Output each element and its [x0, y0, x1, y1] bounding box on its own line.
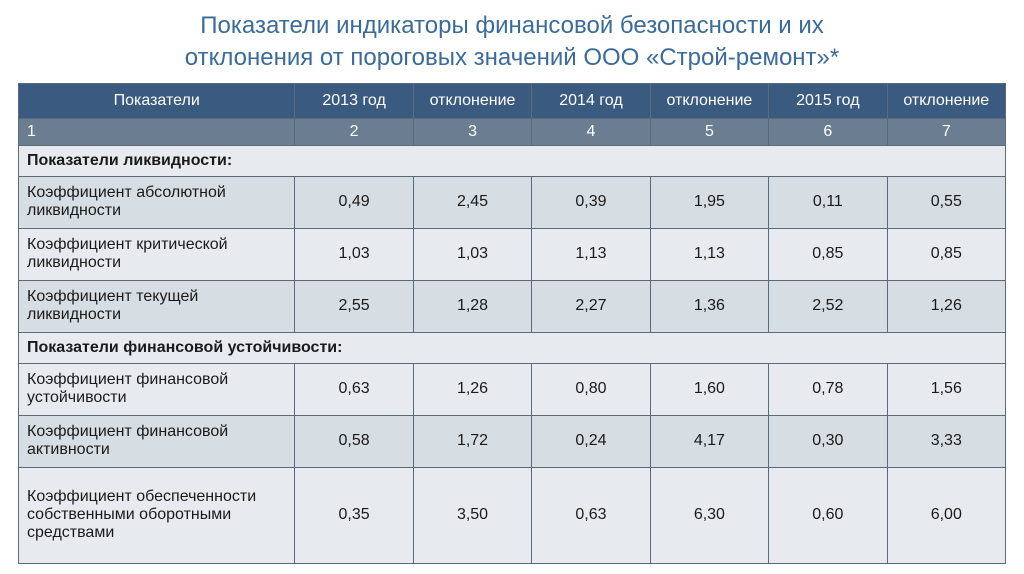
row-label: Коэффициент финансовой устойчивости	[19, 363, 295, 415]
cell: 1,72	[413, 415, 531, 467]
table-row: Коэффициент обеспеченности собственными …	[19, 467, 1006, 563]
table-row: Коэффициент текущей ликвидности 2,55 1,2…	[19, 280, 1006, 332]
section-title: Показатели ликвидности:	[19, 145, 1006, 176]
cell: 4,17	[650, 415, 768, 467]
col-header: Показатели	[19, 83, 295, 118]
col-num: 1	[19, 118, 295, 145]
cell: 1,13	[532, 228, 650, 280]
cell: 3,33	[887, 415, 1005, 467]
cell: 0,30	[769, 415, 887, 467]
cell: 1,03	[295, 228, 413, 280]
col-num: 6	[769, 118, 887, 145]
cell: 2,55	[295, 280, 413, 332]
col-num: 5	[650, 118, 768, 145]
cell: 0,85	[887, 228, 1005, 280]
column-number-row: 1 2 3 4 5 6 7	[19, 118, 1006, 145]
cell: 2,45	[413, 176, 531, 228]
col-header: отклонение	[413, 83, 531, 118]
table-row: Коэффициент финансовой активности 0,58 1…	[19, 415, 1006, 467]
cell: 1,26	[413, 363, 531, 415]
cell: 0,60	[769, 467, 887, 563]
section-header-row: Показатели ликвидности:	[19, 145, 1006, 176]
row-label: Коэффициент абсолютной ликвидности	[19, 176, 295, 228]
table-row: Коэффициент финансовой устойчивости 0,63…	[19, 363, 1006, 415]
cell: 0,63	[532, 467, 650, 563]
cell: 0,35	[295, 467, 413, 563]
cell: 2,52	[769, 280, 887, 332]
col-header: 2015 год	[769, 83, 887, 118]
cell: 1,95	[650, 176, 768, 228]
col-num: 4	[532, 118, 650, 145]
col-num: 7	[887, 118, 1005, 145]
table-header: Показатели 2013 год отклонение 2014 год …	[19, 83, 1006, 118]
cell: 2,27	[532, 280, 650, 332]
cell: 0,63	[295, 363, 413, 415]
indicators-table: Показатели 2013 год отклонение 2014 год …	[18, 83, 1006, 564]
cell: 0,80	[532, 363, 650, 415]
cell: 3,50	[413, 467, 531, 563]
col-num: 2	[295, 118, 413, 145]
cell: 1,03	[413, 228, 531, 280]
cell: 0,49	[295, 176, 413, 228]
col-header: 2014 год	[532, 83, 650, 118]
title-line-1: Показатели индикаторы финансовой безопас…	[200, 12, 824, 39]
col-header: отклонение	[887, 83, 1005, 118]
cell: 1,60	[650, 363, 768, 415]
col-num: 3	[413, 118, 531, 145]
cell: 1,56	[887, 363, 1005, 415]
row-label: Коэффициент текущей ликвидности	[19, 280, 295, 332]
cell: 0,39	[532, 176, 650, 228]
cell: 1,13	[650, 228, 768, 280]
cell: 0,85	[769, 228, 887, 280]
cell: 0,78	[769, 363, 887, 415]
row-label: Коэффициент критической ликвидности	[19, 228, 295, 280]
col-header: 2013 год	[295, 83, 413, 118]
page-title: Показатели индикаторы финансовой безопас…	[18, 10, 1006, 75]
row-label: Коэффициент обеспеченности собственными …	[19, 467, 295, 563]
cell: 1,28	[413, 280, 531, 332]
cell: 6,00	[887, 467, 1005, 563]
cell: 0,11	[769, 176, 887, 228]
cell: 1,26	[887, 280, 1005, 332]
section-header-row: Показатели финансовой устойчивости:	[19, 332, 1006, 363]
table-row: Коэффициент критической ликвидности 1,03…	[19, 228, 1006, 280]
cell: 1,36	[650, 280, 768, 332]
table-row: Коэффициент абсолютной ликвидности 0,49 …	[19, 176, 1006, 228]
col-header: отклонение	[650, 83, 768, 118]
cell: 0,55	[887, 176, 1005, 228]
row-label: Коэффициент финансовой активности	[19, 415, 295, 467]
section-title: Показатели финансовой устойчивости:	[19, 332, 1006, 363]
cell: 6,30	[650, 467, 768, 563]
cell: 0,58	[295, 415, 413, 467]
cell: 0,24	[532, 415, 650, 467]
title-line-2: отклонения от пороговых значений ООО «Ст…	[185, 44, 839, 71]
